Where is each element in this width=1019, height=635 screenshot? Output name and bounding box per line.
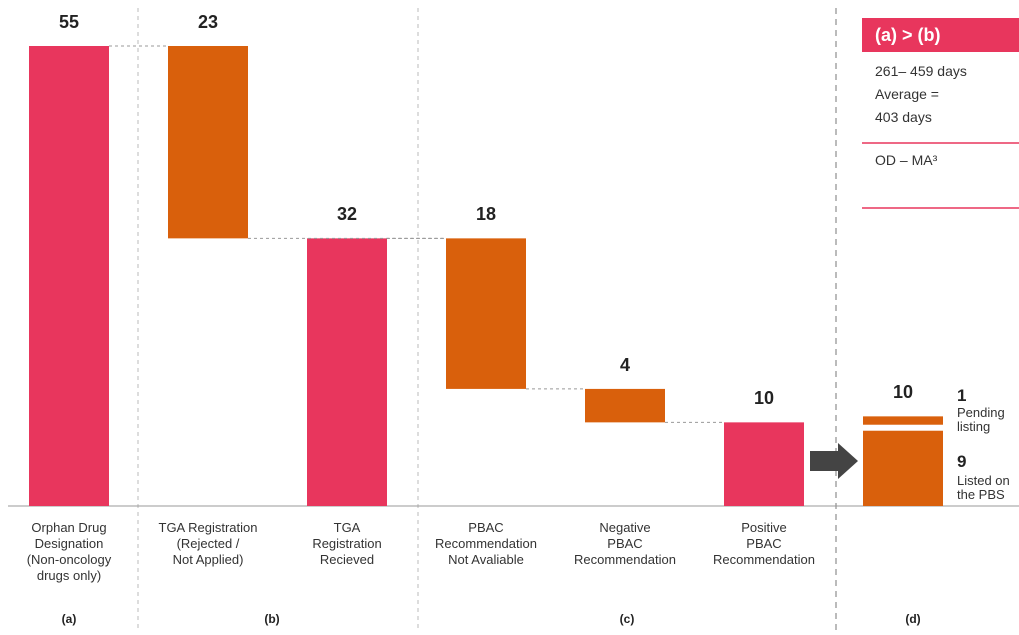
segment-label: Listed on the PBS [957,473,1010,502]
bar [307,238,387,506]
segment-label: Pending listing [957,405,1005,434]
bar [585,388,665,423]
callout-title: (a) > (b) [862,18,1019,52]
group-label: (d) [905,612,921,626]
bar [724,422,804,506]
segment-value: 1 [957,386,967,405]
bar-segment [863,430,943,506]
value-label: 18 [475,204,497,225]
bar [168,46,248,239]
x-tick-label: Orphan Drug Designation (Non-oncology dr… [26,520,112,583]
bar [29,46,109,506]
x-tick-label: PBAC Recommendation Not Avaliable [435,520,537,567]
group-label: (c) [619,612,635,626]
x-tick-label: Negative PBAC Recommendation [574,520,676,567]
value-label: 4 [619,354,630,375]
x-tick-label: TGA Registration (Rejected / Not Applied… [158,520,258,567]
x-tick-label: Positive PBAC Recommendation [713,520,815,567]
value-label: 23 [197,12,219,32]
value-label: 55 [58,12,80,32]
value-label: 32 [336,204,358,225]
group-label: (b) [264,612,280,626]
segment-value: 9 [957,452,967,471]
group-label: (a) [61,612,77,626]
value-label: 10 [892,382,914,403]
value-label: 10 [753,388,775,409]
bar [446,238,526,389]
callout-footer: OD – MA³ [875,152,938,168]
arrow [810,443,858,479]
callout-text: 261– 459 days Average = 403 days [875,63,967,125]
x-tick-label: TGA Registration Recieved [312,520,382,567]
bar-segment [863,416,943,425]
